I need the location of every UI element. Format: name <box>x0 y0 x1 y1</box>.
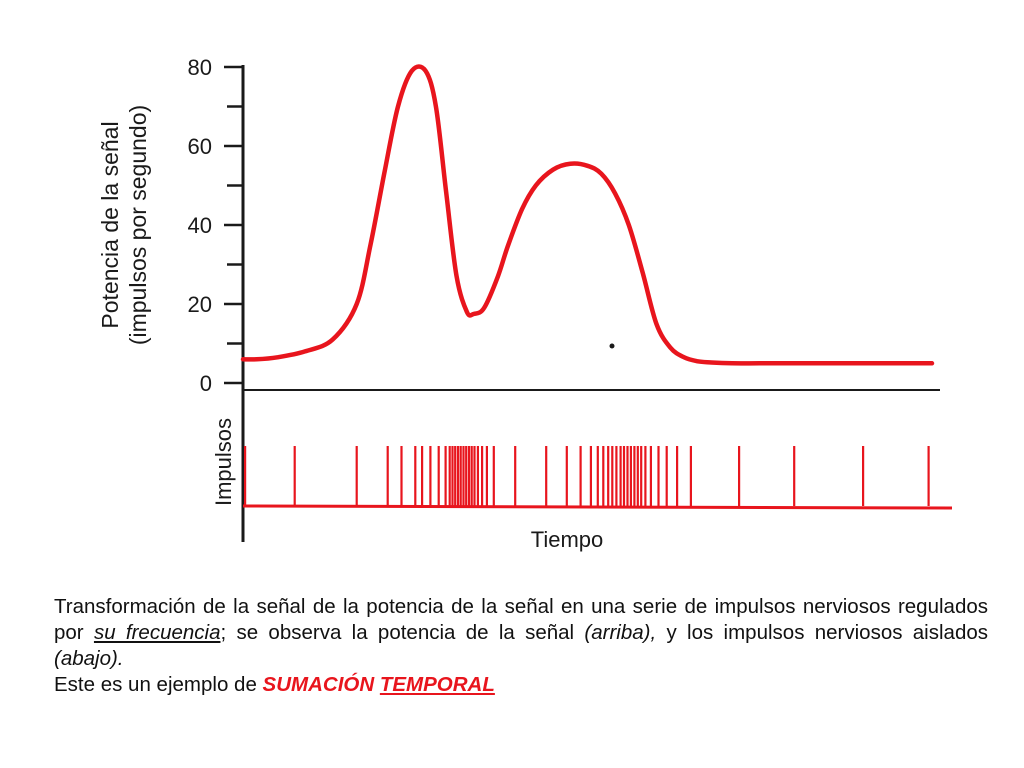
y-tick-labels: 0 20 40 60 80 <box>188 55 212 396</box>
temporal-word: TEMPORAL <box>379 673 495 696</box>
x-axis-title: Tiempo <box>531 527 604 552</box>
impulses-axis-label: Impulsos <box>211 418 236 506</box>
y-tick-label: 0 <box>200 371 212 396</box>
caption-description: Transformación de la señal de la potenci… <box>54 594 988 672</box>
summation-word: SUMACIÓN <box>262 673 375 696</box>
caption-text-1: Transformación de la señal de la potenci… <box>54 595 988 644</box>
stray-dot <box>609 343 615 349</box>
y-tick-label: 60 <box>188 134 212 159</box>
caption-example-intro: Este es un ejemplo de <box>54 673 263 696</box>
caption-text-3: y los impulsos nerviosos aislados <box>656 621 988 644</box>
y-axis-title: Potencia de la señal (impulsos por segun… <box>97 105 151 345</box>
signal-strength-curve <box>240 64 935 366</box>
y-ticks <box>224 65 243 385</box>
y-axis-title-line1: Potencia de la señal <box>97 121 123 328</box>
caption-example-line: Este es un ejemplo de SUMACIÓN TEMPORAL <box>54 672 988 698</box>
impulse-baseline <box>242 504 953 510</box>
caption: Transformación de la señal de la potenci… <box>54 594 988 698</box>
y-tick-label: 40 <box>188 213 212 238</box>
caption-frequency: su frecuencia <box>93 621 221 644</box>
caption-text-2: ; se observa la potencia de la señal <box>220 621 585 644</box>
impulse-spikes <box>244 446 930 506</box>
y-tick-label: 20 <box>188 292 212 317</box>
signal-figure: 0 20 40 60 80 Potencia de la señal (impulsos… <box>97 55 953 552</box>
caption-abajo: (abajo). <box>54 647 124 670</box>
y-axis-title-line2: (impulsos por segundo) <box>125 105 151 345</box>
summation-term: SUMACIÓN TEMPORAL <box>263 673 495 696</box>
y-tick-label: 80 <box>188 55 212 80</box>
caption-arriba: (arriba), <box>584 621 657 644</box>
